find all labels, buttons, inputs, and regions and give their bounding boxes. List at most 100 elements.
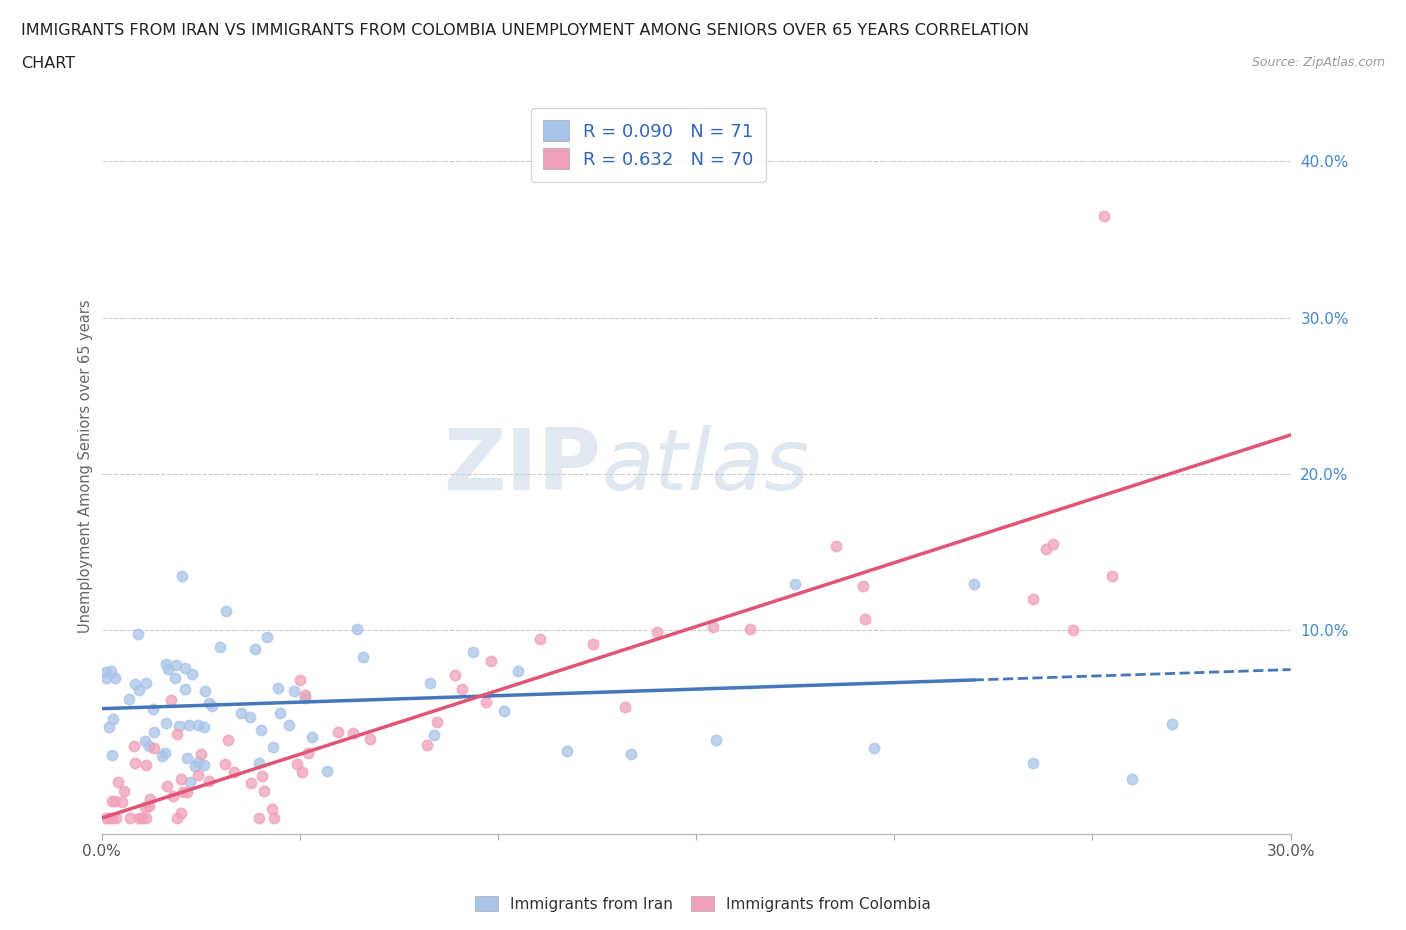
Point: [1035, 542, 1057, 557]
Point: [174, 682, 197, 697]
Text: CHART: CHART: [21, 56, 75, 71]
Point: [529, 631, 551, 646]
Point: [250, 768, 273, 783]
Point: [825, 538, 848, 553]
Point: [239, 776, 262, 790]
Point: [423, 728, 446, 743]
Point: [620, 747, 643, 762]
Point: [155, 656, 177, 671]
Point: [193, 719, 215, 734]
Point: [187, 754, 209, 769]
Point: [359, 732, 381, 747]
Point: [506, 664, 529, 679]
Point: [131, 811, 153, 826]
Point: [285, 756, 308, 771]
Point: [111, 794, 134, 809]
Point: [231, 706, 253, 721]
Point: [135, 757, 157, 772]
Point: [94, 671, 117, 685]
Legend: Immigrants from Iran, Immigrants from Colombia: Immigrants from Iran, Immigrants from Co…: [468, 889, 938, 918]
Point: [613, 699, 636, 714]
Point: [142, 724, 165, 739]
Point: [104, 793, 127, 808]
Text: ZIP: ZIP: [443, 425, 600, 508]
Point: [962, 576, 984, 591]
Point: [291, 764, 314, 779]
Point: [101, 748, 124, 763]
Point: [214, 757, 236, 772]
Point: [135, 675, 157, 690]
Point: [172, 784, 194, 799]
Point: [138, 739, 160, 754]
Point: [267, 681, 290, 696]
Point: [208, 639, 231, 654]
Point: [1022, 756, 1045, 771]
Point: [290, 673, 312, 688]
Point: [852, 578, 875, 593]
Point: [283, 684, 305, 698]
Point: [263, 810, 285, 825]
Point: [269, 705, 291, 720]
Point: [247, 755, 270, 770]
Point: [352, 650, 374, 665]
Point: [101, 793, 124, 808]
Point: [165, 658, 187, 672]
Point: [184, 759, 207, 774]
Point: [179, 775, 201, 790]
Point: [127, 626, 149, 641]
Point: [647, 625, 669, 640]
Point: [124, 677, 146, 692]
Point: [479, 654, 502, 669]
Point: [166, 811, 188, 826]
Point: [98, 720, 121, 735]
Point: [328, 724, 350, 739]
Point: [150, 749, 173, 764]
Point: [301, 729, 323, 744]
Point: [157, 661, 180, 676]
Point: [494, 703, 516, 718]
Point: [177, 717, 200, 732]
Text: Source: ZipAtlas.com: Source: ZipAtlas.com: [1251, 56, 1385, 69]
Point: [134, 734, 156, 749]
Point: [702, 620, 724, 635]
Point: [118, 811, 141, 826]
Point: [294, 687, 316, 702]
Point: [1022, 591, 1045, 606]
Point: [174, 660, 197, 675]
Point: [176, 751, 198, 765]
Point: [785, 576, 807, 591]
Point: [198, 696, 221, 711]
Point: [581, 637, 603, 652]
Point: [165, 671, 187, 685]
Point: [100, 811, 122, 826]
Point: [128, 811, 150, 826]
Point: [100, 664, 122, 679]
Point: [853, 611, 876, 626]
Point: [159, 692, 181, 707]
Point: [142, 702, 165, 717]
Point: [443, 668, 465, 683]
Point: [1101, 568, 1123, 583]
Point: [426, 714, 449, 729]
Point: [243, 641, 266, 656]
Point: [193, 758, 215, 773]
Point: [239, 710, 262, 724]
Text: IMMIGRANTS FROM IRAN VS IMMIGRANTS FROM COLOMBIA UNEMPLOYMENT AMONG SENIORS OVER: IMMIGRANTS FROM IRAN VS IMMIGRANTS FROM …: [21, 23, 1029, 38]
Point: [256, 630, 278, 644]
Point: [118, 692, 141, 707]
Point: [250, 723, 273, 737]
Point: [156, 778, 179, 793]
Point: [1092, 208, 1115, 223]
Point: [135, 811, 157, 826]
Point: [134, 800, 156, 815]
Point: [167, 718, 190, 733]
Point: [316, 764, 339, 778]
Point: [555, 743, 578, 758]
Point: [346, 621, 368, 636]
Point: [104, 671, 127, 685]
Point: [215, 604, 238, 618]
Point: [166, 726, 188, 741]
Point: [342, 726, 364, 741]
Point: [180, 667, 202, 682]
Point: [416, 737, 439, 752]
